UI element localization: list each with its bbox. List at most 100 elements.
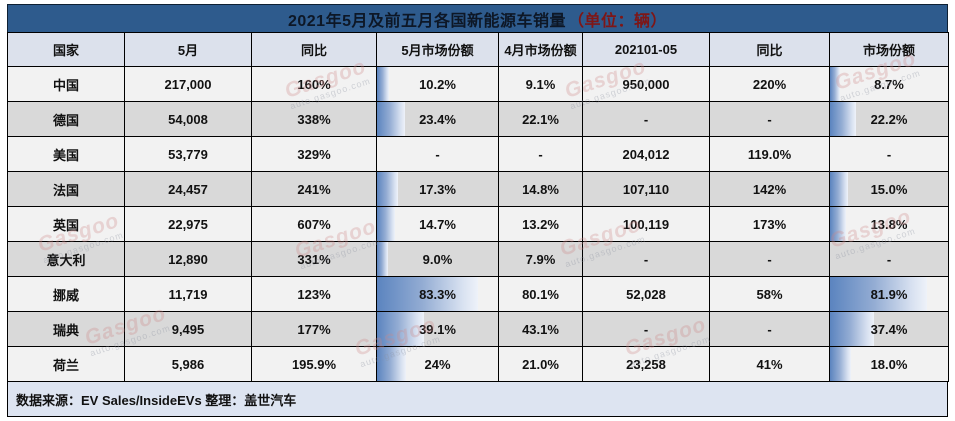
market-share-databar — [830, 67, 841, 101]
market-share-databar — [377, 207, 395, 241]
cell-value: 23.4% — [419, 111, 456, 127]
cell-2: 607% — [251, 206, 377, 242]
table-title-bar: 2021年5月及前五月各国新能源车销量 （单位：辆） — [7, 4, 948, 33]
cell-value: 160% — [297, 76, 331, 92]
cell-1: 54,008 — [124, 101, 252, 137]
cell-value: 607% — [297, 216, 331, 232]
cell-3: 83.3% — [376, 276, 499, 312]
cell-value: 142% — [752, 181, 787, 197]
cell-value: 83.3% — [419, 286, 456, 302]
table-row: 荷兰 5,986 195.9% 24% 21.0% 23,258 41% 18.0% — [7, 346, 949, 382]
cell-value: 美国 — [52, 147, 79, 163]
cell-country: 中国 — [7, 66, 125, 102]
cell-country: 法国 — [7, 171, 125, 207]
cell-6: 220% — [709, 66, 830, 102]
cell-value: 107,110 — [622, 181, 670, 197]
cell-value: 220% — [752, 76, 787, 92]
cell-value: 52,028 — [626, 286, 666, 302]
cell-2: 123% — [251, 276, 377, 312]
cell-country: 荷兰 — [7, 346, 125, 382]
cell-4: 14.8% — [498, 171, 583, 207]
cell-value: 100,119 — [622, 216, 670, 232]
cell-3: 10.2% — [376, 66, 499, 102]
cell-7: 22.2% — [829, 101, 949, 137]
cell-value: 12,890 — [168, 251, 208, 267]
cell-value: 24,457 — [168, 181, 208, 197]
source-note-text: 数据来源：EV Sales/InsideEVs 整理：盖世汽车 — [16, 392, 297, 408]
cell-1: 24,457 — [124, 171, 252, 207]
cell-value: 9.1% — [525, 76, 556, 92]
cell-value: 53,779 — [168, 146, 208, 162]
cell-country: 瑞典 — [7, 311, 125, 347]
column-header-0: 国家 — [7, 32, 125, 67]
cell-6: - — [709, 241, 830, 277]
cell-value: 331% — [297, 251, 331, 267]
cell-5: - — [582, 311, 710, 347]
cell-3: 23.4% — [376, 101, 499, 137]
cell-value: 9.0% — [422, 251, 453, 267]
cell-value: 37.4% — [870, 321, 908, 337]
cell-value: 41% — [756, 356, 783, 372]
cell-1: 217,000 — [124, 66, 252, 102]
cell-value: 18.0% — [870, 356, 908, 372]
cell-3: 17.3% — [376, 171, 499, 207]
cell-value: - — [886, 146, 892, 162]
column-header-5: 202101-05 — [582, 32, 710, 67]
cell-country: 挪威 — [7, 276, 125, 312]
market-share-databar — [830, 347, 852, 381]
cell-value: 13.8% — [870, 216, 908, 232]
cell-3: 14.7% — [376, 206, 499, 242]
cell-value: 21.0% — [522, 356, 559, 372]
cell-value: 195.9% — [291, 356, 337, 372]
cell-value: 241% — [297, 181, 331, 197]
cell-value: 瑞典 — [52, 322, 79, 338]
cell-value: 24% — [424, 356, 451, 372]
cell-value: 15.0% — [870, 181, 908, 197]
table-title-unit: （单位：辆） — [567, 12, 667, 30]
cell-value: 173% — [752, 216, 787, 232]
table-row: 法国 24,457 241% 17.3% 14.8% 107,110 142% 15.0% — [7, 171, 949, 207]
cell-6: 173% — [709, 206, 830, 242]
column-header-4: 4月市场份额 — [498, 32, 583, 67]
cell-7: - — [829, 136, 949, 172]
cell-2: 329% — [251, 136, 377, 172]
market-share-databar — [377, 277, 478, 311]
cell-4: 9.1% — [498, 66, 583, 102]
cell-value: 17.3% — [419, 181, 456, 197]
cell-4: 43.1% — [498, 311, 583, 347]
cell-2: 160% — [251, 66, 377, 102]
cell-value: - — [886, 251, 892, 267]
header-row: 国家 5月 同比 5月市场份额 4月市场份额 202101-05 同比 市场份额 — [7, 32, 949, 67]
cell-6: - — [709, 311, 830, 347]
cell-value: - — [643, 111, 649, 127]
cell-value: 8.7% — [874, 76, 904, 92]
market-share-databar — [377, 102, 406, 136]
cell-value: 338% — [297, 111, 331, 127]
cell-value: - — [435, 146, 440, 162]
cell-value: 58% — [756, 286, 783, 302]
source-note: 数据来源：EV Sales/InsideEVs 整理：盖世汽车 — [7, 381, 948, 417]
cell-value: 950,000 — [622, 76, 670, 92]
cell-value: 法国 — [52, 182, 79, 198]
table-header: 国家 5月 同比 5月市场份额 4月市场份额 202101-05 同比 市场份额 — [7, 32, 949, 67]
cell-country: 英国 — [7, 206, 125, 242]
cell-5: 100,119 — [582, 206, 710, 242]
cell-4: 21.0% — [498, 346, 583, 382]
table-body: 中国 217,000 160% 10.2% 9.1% 950,000 220% 8.7% 德国 5… — [7, 66, 949, 382]
cell-value: 9,495 — [171, 321, 205, 337]
cell-1: 53,779 — [124, 136, 252, 172]
cell-value: 10.2% — [419, 76, 456, 92]
table-row: 意大利 12,890 331% 9.0% 7.9% - - - — [7, 241, 949, 277]
cell-value: 204,012 — [622, 146, 670, 162]
cell-value: 德国 — [52, 112, 79, 128]
table-row: 德国 54,008 338% 23.4% 22.1% - - 22.2% — [7, 101, 949, 137]
cell-value: - — [538, 146, 543, 162]
market-share-databar — [830, 207, 847, 241]
cell-4: 13.2% — [498, 206, 583, 242]
cell-2: 331% — [251, 241, 377, 277]
cell-6: 119.0% — [709, 136, 830, 172]
cell-value: - — [767, 251, 772, 267]
cell-7: 8.7% — [829, 66, 949, 102]
cell-value: 7.9% — [525, 251, 556, 267]
cell-7: 15.0% — [829, 171, 949, 207]
